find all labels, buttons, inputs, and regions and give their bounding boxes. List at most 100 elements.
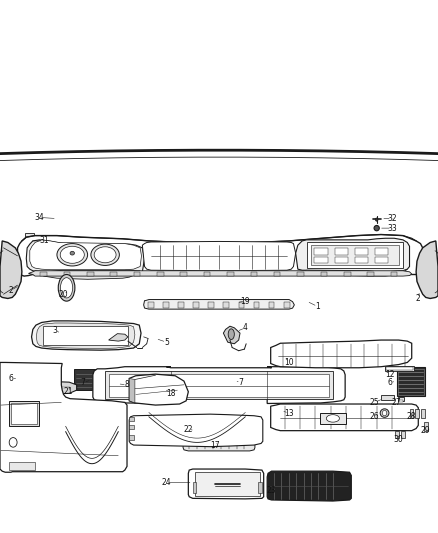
Bar	[251, 272, 257, 276]
Text: 32: 32	[387, 214, 397, 223]
Ellipse shape	[57, 244, 88, 266]
Bar	[375, 257, 388, 263]
Ellipse shape	[326, 415, 339, 422]
Ellipse shape	[374, 225, 379, 231]
Polygon shape	[35, 271, 140, 279]
Bar	[157, 272, 164, 276]
Bar	[344, 272, 350, 276]
Polygon shape	[74, 369, 96, 390]
Polygon shape	[396, 367, 425, 397]
Text: 7: 7	[238, 378, 244, 386]
Bar	[11, 384, 21, 390]
Text: 30: 30	[394, 435, 403, 444]
Ellipse shape	[70, 252, 74, 255]
Bar	[258, 482, 262, 493]
Polygon shape	[18, 235, 423, 276]
Bar	[193, 302, 199, 308]
Text: 2: 2	[9, 286, 13, 295]
Ellipse shape	[58, 274, 75, 301]
Bar	[424, 422, 428, 431]
Bar	[367, 272, 374, 276]
Polygon shape	[32, 321, 141, 350]
Bar	[355, 257, 368, 263]
Text: 28: 28	[407, 413, 417, 421]
Polygon shape	[129, 414, 263, 447]
Polygon shape	[271, 340, 412, 368]
Bar	[178, 302, 184, 308]
Text: 22: 22	[184, 425, 193, 433]
Text: 26: 26	[370, 413, 379, 421]
Text: 4: 4	[243, 324, 248, 332]
Bar	[9, 462, 35, 470]
Text: 5: 5	[164, 338, 169, 346]
Ellipse shape	[375, 218, 378, 221]
Bar	[239, 302, 244, 308]
Ellipse shape	[60, 246, 84, 263]
Text: 23: 23	[267, 486, 276, 495]
Bar	[381, 395, 394, 400]
Bar	[129, 417, 134, 421]
Ellipse shape	[60, 278, 73, 298]
Polygon shape	[10, 381, 77, 394]
Bar	[40, 272, 47, 276]
Polygon shape	[142, 241, 296, 271]
Text: 20: 20	[59, 290, 68, 298]
Bar	[163, 302, 169, 308]
Bar	[321, 272, 327, 276]
Bar	[180, 272, 187, 276]
Bar	[355, 248, 368, 255]
Bar	[284, 302, 290, 308]
Text: 24: 24	[162, 478, 171, 487]
Bar	[134, 272, 140, 276]
Bar	[375, 248, 388, 255]
Bar	[320, 413, 346, 424]
Polygon shape	[271, 404, 418, 431]
Bar	[148, 302, 154, 308]
Text: 34: 34	[35, 213, 44, 222]
Text: 27: 27	[392, 398, 401, 407]
Bar	[410, 409, 413, 418]
Bar	[391, 272, 397, 276]
Bar	[385, 366, 414, 371]
Text: 18: 18	[166, 389, 176, 398]
Bar	[421, 409, 425, 418]
Polygon shape	[267, 471, 351, 501]
Text: 6: 6	[8, 374, 14, 383]
Ellipse shape	[382, 410, 387, 416]
Ellipse shape	[228, 329, 234, 340]
Text: 2: 2	[416, 294, 420, 303]
Bar	[399, 400, 403, 402]
Text: 1: 1	[315, 302, 320, 311]
Bar	[227, 272, 234, 276]
Polygon shape	[144, 300, 294, 309]
Bar	[314, 257, 328, 263]
Bar	[254, 302, 259, 308]
Polygon shape	[30, 240, 141, 270]
Bar	[105, 371, 333, 399]
Bar	[64, 272, 70, 276]
Polygon shape	[302, 269, 407, 276]
Polygon shape	[93, 367, 345, 403]
Polygon shape	[296, 238, 410, 272]
Bar	[110, 272, 117, 276]
Polygon shape	[223, 326, 240, 344]
Text: 19: 19	[240, 297, 250, 305]
Bar	[395, 431, 399, 438]
Text: 7: 7	[81, 378, 86, 386]
Ellipse shape	[380, 409, 389, 417]
Text: 21: 21	[63, 387, 73, 396]
Text: 8: 8	[125, 381, 129, 389]
Bar	[11, 403, 37, 424]
Bar	[129, 435, 134, 440]
Bar	[398, 369, 424, 394]
Bar	[398, 397, 404, 401]
Bar	[195, 472, 260, 496]
Bar	[401, 431, 405, 438]
Ellipse shape	[94, 247, 116, 263]
Bar	[9, 401, 39, 426]
Bar	[311, 245, 399, 265]
Polygon shape	[7, 364, 38, 393]
Ellipse shape	[9, 438, 17, 447]
Bar	[129, 425, 134, 429]
Bar	[335, 257, 348, 263]
